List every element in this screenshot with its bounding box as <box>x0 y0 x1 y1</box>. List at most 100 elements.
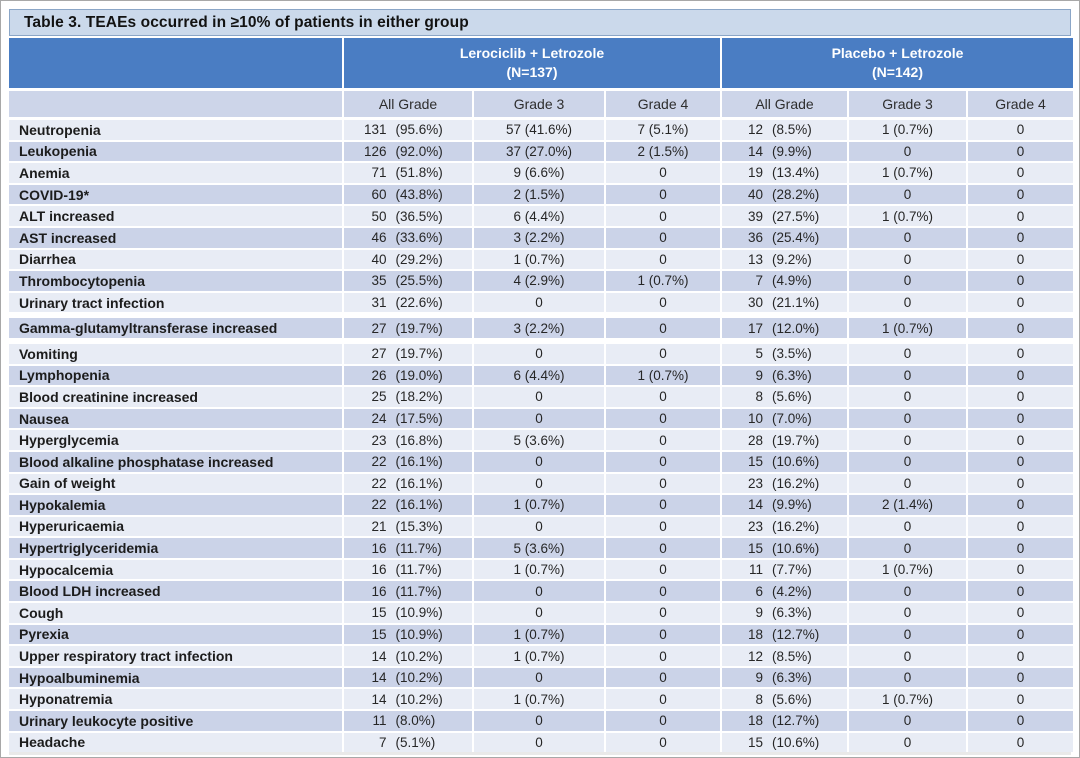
cell-placebo-all-grade: 40 (28.2%) <box>722 184 847 205</box>
cell-lero-all-grade: 14 (10.2%) <box>344 689 472 710</box>
cell-placebo-all-grade: 18 (12.7%) <box>722 624 847 645</box>
cell-placebo-grade4: 0 <box>968 249 1073 270</box>
cell-lero-grade3: 1 (0.7%) <box>474 689 604 710</box>
table-row: Pyrexia 15 (10.9%) 1 (0.7%) 0 18 (12.7%) 0 0 <box>9 624 1073 645</box>
count-value: 22 <box>371 454 387 470</box>
row-label: COVID-19* <box>9 184 342 205</box>
count-value: 26 <box>371 367 387 383</box>
count-value: 30 <box>747 295 763 311</box>
table-row: Urinary tract infection 31 (22.6%) 0 0 30 (21.… <box>9 292 1073 313</box>
count-value: 31 <box>371 295 387 311</box>
row-label: Nausea <box>9 408 342 429</box>
cell-lero-grade3: 1 (0.7%) <box>474 624 604 645</box>
cell-placebo-grade3: 0 <box>849 184 966 205</box>
count-value: 36 <box>747 230 763 246</box>
group-name: Lerociclib + Letrozole <box>459 45 605 62</box>
percent-value: (16.2%) <box>772 518 820 534</box>
table-row: COVID-19* 60 (43.8%) 2 (1.5%) 0 40 (28.2%) 0 0 <box>9 184 1073 205</box>
count-value: 50 <box>371 208 387 224</box>
cell-placebo-grade4: 0 <box>968 343 1073 364</box>
cell-placebo-grade4: 0 <box>968 318 1073 338</box>
table-row: Hypoalbuminemia 14 (10.2%) 0 0 9 (6.3%) 0 0 <box>9 667 1073 688</box>
row-label: Gain of weight <box>9 473 342 494</box>
percent-value: (25.4%) <box>772 230 820 246</box>
table-row: Hypertriglyceridemia 16 (11.7%) 5 (3.6%) 0 15… <box>9 538 1073 558</box>
percent-value: (43.8%) <box>395 187 443 203</box>
percent-value: (25.5%) <box>395 273 443 289</box>
percent-value: (10.9%) <box>395 605 443 621</box>
subheader-placebo-grade4: Grade 4 <box>968 91 1073 117</box>
table-row: Vomiting 27 (19.7%) 0 0 5 (3.5%) 0 0 <box>9 343 1073 364</box>
cell-placebo-grade3: 1 (0.7%) <box>849 318 966 338</box>
cell-lero-all-grade: 23 (16.8%) <box>344 430 472 450</box>
cell-lero-grade4: 2 (1.5%) <box>606 141 720 162</box>
table-row: Hyperuricaemia 21 (15.3%) 0 0 23 (16.2%) 0 0 <box>9 516 1073 537</box>
cell-placebo-grade3: 0 <box>849 365 966 386</box>
count-value: 13 <box>747 251 763 267</box>
percent-value: (5.1%) <box>395 734 436 750</box>
percent-value: (7.0%) <box>772 411 812 427</box>
cell-placebo-all-grade: 7 (4.9%) <box>722 271 847 291</box>
percent-value: (19.7%) <box>772 432 820 448</box>
count-value: 25 <box>371 389 387 405</box>
table-row: Nausea 24 (17.5%) 0 0 10 (7.0%) 0 0 <box>9 408 1073 429</box>
cell-lero-grade4: 0 <box>606 667 720 688</box>
percent-value: (10.2%) <box>395 691 443 707</box>
row-label: ALT increased <box>9 206 342 226</box>
count-value: 40 <box>371 251 387 267</box>
cell-placebo-grade3: 0 <box>849 408 966 429</box>
count-value: 15 <box>747 540 763 556</box>
count-value: 8 <box>755 389 763 405</box>
cell-placebo-grade4: 0 <box>968 516 1073 537</box>
table-row: ALT increased 50 (36.5%) 6 (4.4%) 0 39 (27.5%)… <box>9 206 1073 226</box>
cell-placebo-grade4: 0 <box>968 473 1073 494</box>
percent-value: (10.6%) <box>772 734 820 750</box>
percent-value: (11.7%) <box>395 562 442 578</box>
row-label: Urinary leukocyte positive <box>9 711 342 731</box>
cell-lero-grade4: 0 <box>606 163 720 183</box>
cell-lero-grade4: 0 <box>606 408 720 429</box>
cell-lero-grade3: 0 <box>474 451 604 472</box>
count-value: 10 <box>747 411 763 427</box>
count-value: 23 <box>747 518 763 534</box>
cell-lero-all-grade: 27 (19.7%) <box>344 318 472 338</box>
cell-placebo-all-grade: 17 (12.0%) <box>722 318 847 338</box>
row-label: Hypocalcemia <box>9 559 342 580</box>
cell-placebo-grade3: 0 <box>849 646 966 666</box>
cell-lero-grade3: 4 (2.9%) <box>474 271 604 291</box>
subheader-empty-cell <box>9 91 342 117</box>
cell-placebo-all-grade: 30 (21.1%) <box>722 292 847 313</box>
count-value: 22 <box>371 475 387 491</box>
table-row: Blood alkaline phosphatase increased 22 (1… <box>9 451 1073 472</box>
cell-placebo-grade4: 0 <box>968 141 1073 162</box>
cell-lero-grade3: 6 (4.4%) <box>474 365 604 386</box>
cell-placebo-all-grade: 9 (6.3%) <box>722 603 847 623</box>
cell-lero-all-grade: 14 (10.2%) <box>344 646 472 666</box>
cell-lero-grade3: 0 <box>474 343 604 364</box>
cell-placebo-grade4: 0 <box>968 120 1073 140</box>
cell-placebo-all-grade: 8 (5.6%) <box>722 387 847 407</box>
cell-placebo-grade4: 0 <box>968 711 1073 731</box>
count-value: 14 <box>371 691 387 707</box>
cell-placebo-grade3: 0 <box>849 711 966 731</box>
cell-lero-grade3: 0 <box>474 732 604 753</box>
count-value: 15 <box>371 626 387 642</box>
cell-lero-grade3: 37 (27.0%) <box>474 141 604 162</box>
cell-lero-grade4: 0 <box>606 581 720 602</box>
cell-placebo-grade4: 0 <box>968 387 1073 407</box>
row-label: Cough <box>9 603 342 623</box>
percent-value: (33.6%) <box>395 230 443 246</box>
percent-value: (22.6%) <box>395 295 443 311</box>
cell-lero-grade3: 0 <box>474 387 604 407</box>
cell-lero-all-grade: 11 (8.0%) <box>344 711 472 731</box>
group-header-placebo: Placebo + Letrozole (N=142) <box>722 38 1073 88</box>
row-label: Leukopenia <box>9 141 342 162</box>
table-row: Hypocalcemia 16 (11.7%) 1 (0.7%) 0 11 (7.7%) 1 … <box>9 559 1073 580</box>
cell-placebo-grade3: 0 <box>849 227 966 248</box>
cell-lero-grade3: 0 <box>474 516 604 537</box>
row-label: Hyperglycemia <box>9 430 342 450</box>
table-row: Leukopenia 126 (92.0%) 37 (27.0%) 2 (1.5%) 14… <box>9 141 1073 162</box>
count-value: 19 <box>747 165 763 181</box>
cell-placebo-grade4: 0 <box>968 206 1073 226</box>
